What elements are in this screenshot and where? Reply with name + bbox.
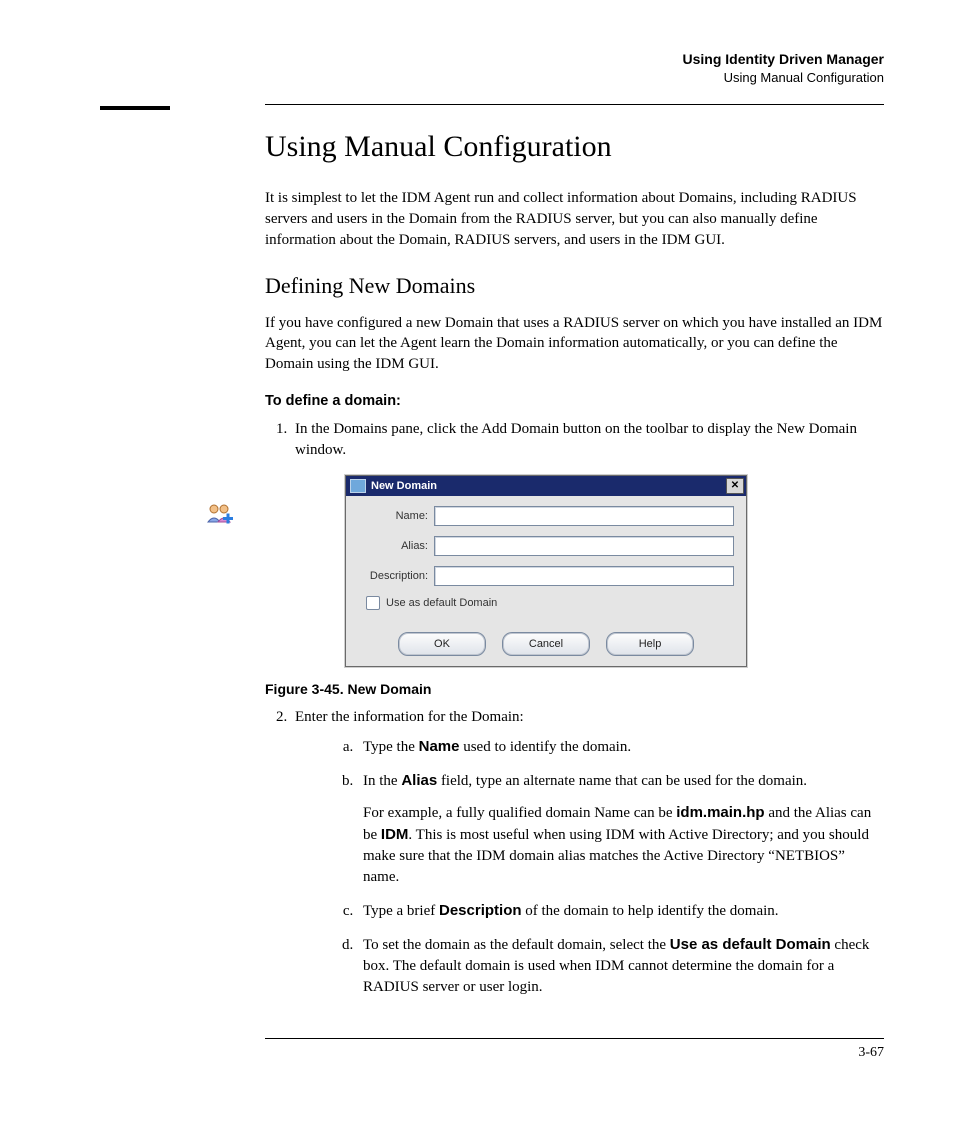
page-title: Using Manual Configuration: [265, 130, 884, 164]
running-head-section: Using Manual Configuration: [100, 69, 884, 87]
dialog-button-row: OK Cancel Help: [346, 620, 746, 666]
alias-field[interactable]: [434, 536, 734, 556]
description-label: Description:: [358, 570, 428, 582]
main-column: Using Manual Configuration It is simples…: [265, 124, 884, 1011]
section-heading: Defining New Domains: [265, 273, 884, 299]
new-domain-dialog: New Domain ✕ Name: Alias: Des: [345, 475, 747, 667]
name-field[interactable]: [434, 506, 734, 526]
ok-button[interactable]: OK: [398, 632, 486, 656]
procedure-list: In the Domains pane, click the Add Domai…: [265, 419, 884, 461]
dialog-title: New Domain: [371, 480, 726, 492]
default-domain-checkbox[interactable]: [366, 596, 380, 610]
page-number: 3-67: [100, 1045, 884, 1061]
footer-rule: [265, 1038, 884, 1039]
description-field[interactable]: [434, 566, 734, 586]
close-icon[interactable]: ✕: [726, 478, 744, 494]
header-rule: [100, 104, 884, 110]
procedure-label: To define a domain:: [265, 393, 884, 409]
dialog-titlebar: New Domain ✕: [346, 476, 746, 496]
dialog-window-icon: [350, 479, 366, 493]
step-1: In the Domains pane, click the Add Domai…: [291, 419, 884, 461]
doc-page: Using Identity Driven Manager Using Manu…: [0, 0, 954, 1101]
intro-paragraph: It is simplest to let the IDM Agent run …: [265, 188, 884, 250]
new-domain-dialog-figure: New Domain ✕ Name: Alias: Des: [345, 475, 884, 667]
step-2: Enter the information for the Domain: Ty…: [291, 707, 884, 998]
figure-caption: Figure 3-45. New Domain: [265, 681, 884, 697]
alias-row: Alias:: [358, 536, 734, 556]
cancel-button[interactable]: Cancel: [502, 632, 590, 656]
description-row: Description:: [358, 566, 734, 586]
substep-d: To set the domain as the default domain,…: [357, 934, 884, 998]
help-button[interactable]: Help: [606, 632, 694, 656]
running-head: Using Identity Driven Manager Using Manu…: [100, 50, 884, 86]
name-label: Name:: [358, 510, 428, 522]
sub-steps: Type the Name used to identify the domai…: [295, 736, 884, 998]
alias-label: Alias:: [358, 540, 428, 552]
left-gutter: [100, 124, 265, 1011]
default-domain-row: Use as default Domain: [366, 596, 734, 610]
procedure-list-cont: Enter the information for the Domain: Ty…: [265, 707, 884, 998]
running-head-chapter: Using Identity Driven Manager: [100, 50, 884, 69]
default-domain-label: Use as default Domain: [386, 597, 497, 609]
substep-c: Type a brief Description of the domain t…: [357, 900, 884, 922]
substep-a: Type the Name used to identify the domai…: [357, 736, 884, 758]
substep-b: In the Alias field, type an alternate na…: [357, 770, 884, 888]
add-domain-icon: [206, 502, 234, 533]
name-row: Name:: [358, 506, 734, 526]
section-intro: If you have configured a new Domain that…: [265, 313, 884, 375]
